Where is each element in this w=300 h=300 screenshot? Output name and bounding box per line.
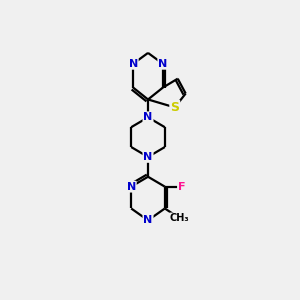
Text: CH₃: CH₃ — [170, 213, 190, 224]
Text: N: N — [158, 59, 167, 69]
Text: N: N — [143, 215, 153, 225]
Text: F: F — [178, 182, 185, 192]
Text: N: N — [143, 152, 153, 162]
Text: N: N — [127, 182, 136, 192]
Text: S: S — [170, 101, 179, 114]
Text: N: N — [128, 59, 138, 69]
Text: N: N — [143, 112, 153, 122]
